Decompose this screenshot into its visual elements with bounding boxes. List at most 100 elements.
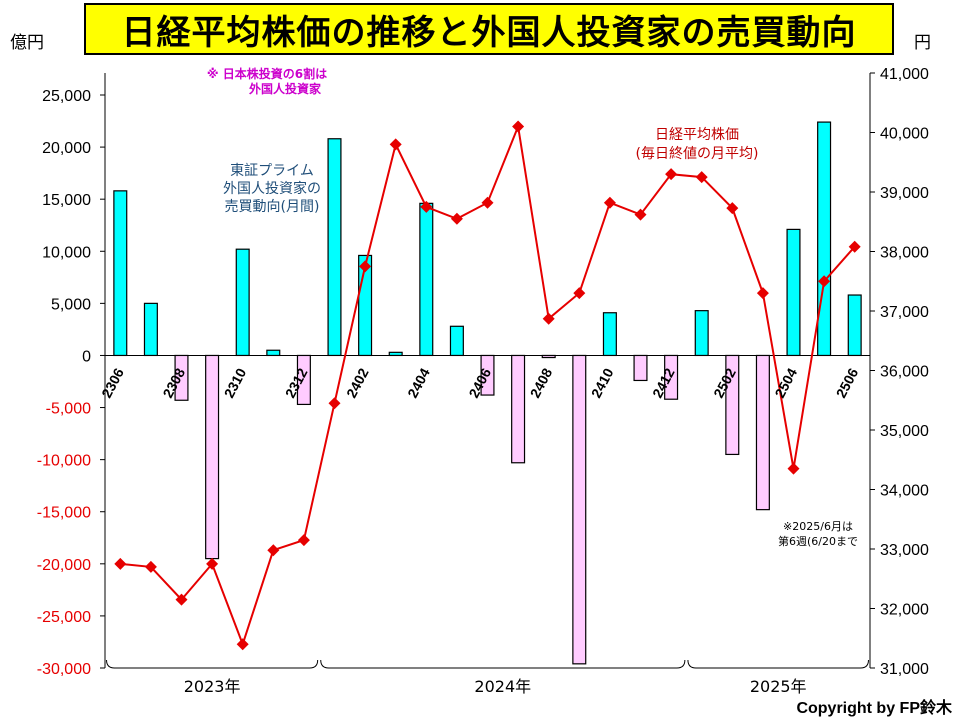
- year-bracket: [320, 659, 686, 669]
- nikkei-point-2504: [787, 462, 800, 475]
- year-bracket: [687, 659, 869, 669]
- bar-2309: [205, 354, 220, 560]
- bar-2306: [113, 190, 128, 357]
- bar-2308: [174, 354, 189, 401]
- bar-2503: [755, 354, 770, 511]
- left-tick-label: -25,000: [37, 609, 91, 626]
- bar-2311: [266, 349, 281, 357]
- left-tick-label: 10,000: [42, 244, 91, 261]
- left-tick-label: -10,000: [37, 453, 91, 470]
- bar-2404: [419, 202, 434, 357]
- bar-2502: [725, 354, 740, 456]
- nikkei-point-2311: [267, 544, 280, 557]
- bar-2403: [388, 351, 403, 357]
- nikkei-point-2406: [481, 196, 494, 209]
- bar-2310: [235, 248, 250, 357]
- left-axis-unit: 億円: [10, 33, 44, 53]
- year-label: 2023年: [184, 677, 241, 696]
- right-tick-label: 36,000: [880, 364, 929, 381]
- bar-2506: [847, 294, 862, 357]
- right-tick-label: 33,000: [880, 542, 929, 559]
- right-tick-label: 38,000: [880, 245, 929, 262]
- bar-2406: [480, 354, 495, 396]
- nikkei-point-2307: [144, 560, 157, 573]
- nikkei-point-2309: [206, 557, 219, 570]
- nikkei-point-2505: [818, 275, 831, 288]
- page-title: 日経平均株価の推移と外国人投資家の売買動向: [121, 12, 857, 53]
- nikkei-point-2407: [512, 120, 525, 133]
- bar-2312: [296, 354, 311, 406]
- x-tick-label-2408: 2408: [527, 365, 556, 400]
- bar-2401: [327, 138, 342, 357]
- line-series-label-line2: (毎日終値の月平均): [636, 146, 759, 162]
- left-tick-label: -5,000: [46, 401, 91, 418]
- data-note-line1: ※2025/6月は: [783, 520, 853, 533]
- left-tick-label: -20,000: [37, 557, 91, 574]
- title-banner: 日経平均株価の推移と外国人投資家の売買動向: [84, 3, 894, 55]
- x-tick-label-2402: 2402: [343, 365, 372, 400]
- x-tick-label-2410: 2410: [588, 365, 617, 400]
- year-bracket: [106, 659, 319, 669]
- bar-2409: [572, 354, 587, 665]
- data-note-line2: 第6週(6/20まで: [778, 534, 858, 548]
- year-label: 2024年: [474, 677, 531, 696]
- bar-2412: [664, 354, 679, 400]
- bar-2405: [449, 325, 464, 357]
- nikkei-point-2412: [665, 168, 678, 181]
- bar-2408: [541, 354, 556, 359]
- copyright-text: Copyright by FP鈴木: [796, 700, 952, 717]
- left-tick-label: 20,000: [42, 140, 91, 157]
- right-tick-label: 40,000: [880, 126, 929, 143]
- right-tick-label: 39,000: [880, 185, 929, 202]
- nikkei-point-2306: [114, 557, 127, 570]
- nikkei-point-2312: [297, 534, 310, 547]
- x-tick-label-2404: 2404: [404, 365, 433, 400]
- bar-2307: [143, 302, 158, 357]
- bar-2411: [633, 354, 648, 382]
- left-tick-label: 0: [82, 348, 91, 365]
- left-tick-label: 25,000: [42, 88, 91, 105]
- nikkei-point-2503: [756, 287, 769, 300]
- line-series-label-line1: 日経平均株価: [655, 127, 739, 143]
- right-tick-label: 34,000: [880, 483, 929, 500]
- nikkei-point-2409: [573, 287, 586, 300]
- bar-2501: [694, 310, 709, 357]
- bar-series-label-line2: 外国人投資家の: [223, 180, 321, 197]
- nikkei-point-2401: [328, 397, 341, 410]
- left-tick-label: -30,000: [37, 661, 91, 678]
- nikkei-point-2501: [695, 171, 708, 184]
- foreign-share-note-line1: ※ 日本株投資の6割は: [207, 66, 327, 81]
- left-tick-label: -15,000: [37, 505, 91, 522]
- x-tick-label-2506: 2506: [833, 365, 862, 400]
- right-tick-label: 32,000: [880, 602, 929, 619]
- nikkei-point-2403: [389, 138, 402, 151]
- left-tick-label: 15,000: [42, 192, 91, 209]
- nikkei-point-2404: [420, 200, 433, 213]
- right-tick-label: 35,000: [880, 423, 929, 440]
- right-axis-unit: 円: [914, 33, 931, 53]
- nikkei-point-2308: [175, 593, 188, 606]
- left-tick-label: 5,000: [51, 296, 91, 313]
- nikkei-point-2506: [848, 240, 861, 253]
- x-tick-label-2310: 2310: [221, 365, 250, 400]
- right-tick-label: 41,000: [880, 66, 929, 83]
- nikkei-point-2408: [542, 312, 555, 325]
- bar-2407: [511, 354, 526, 464]
- nikkei-point-2411: [634, 208, 647, 221]
- nikkei-point-2410: [603, 196, 616, 209]
- x-tick-label-2306: 2306: [98, 365, 127, 400]
- nikkei-point-2502: [726, 202, 739, 215]
- bar-series-label-line3: 売買動向(月間): [225, 199, 320, 215]
- bar-2410: [602, 312, 617, 357]
- right-tick-label: 37,000: [880, 304, 929, 321]
- foreign-share-note-line2: 外国人投資家: [249, 81, 322, 96]
- nikkei-point-2310: [236, 638, 249, 651]
- nikkei-point-2402: [359, 260, 372, 273]
- right-tick-label: 31,000: [880, 661, 929, 678]
- bar-series-label-line1: 東証プライム: [230, 163, 314, 179]
- nikkei-point-2405: [450, 212, 463, 225]
- year-label: 2025年: [750, 677, 807, 696]
- bar-2504: [786, 228, 801, 357]
- bar-2505: [817, 121, 832, 357]
